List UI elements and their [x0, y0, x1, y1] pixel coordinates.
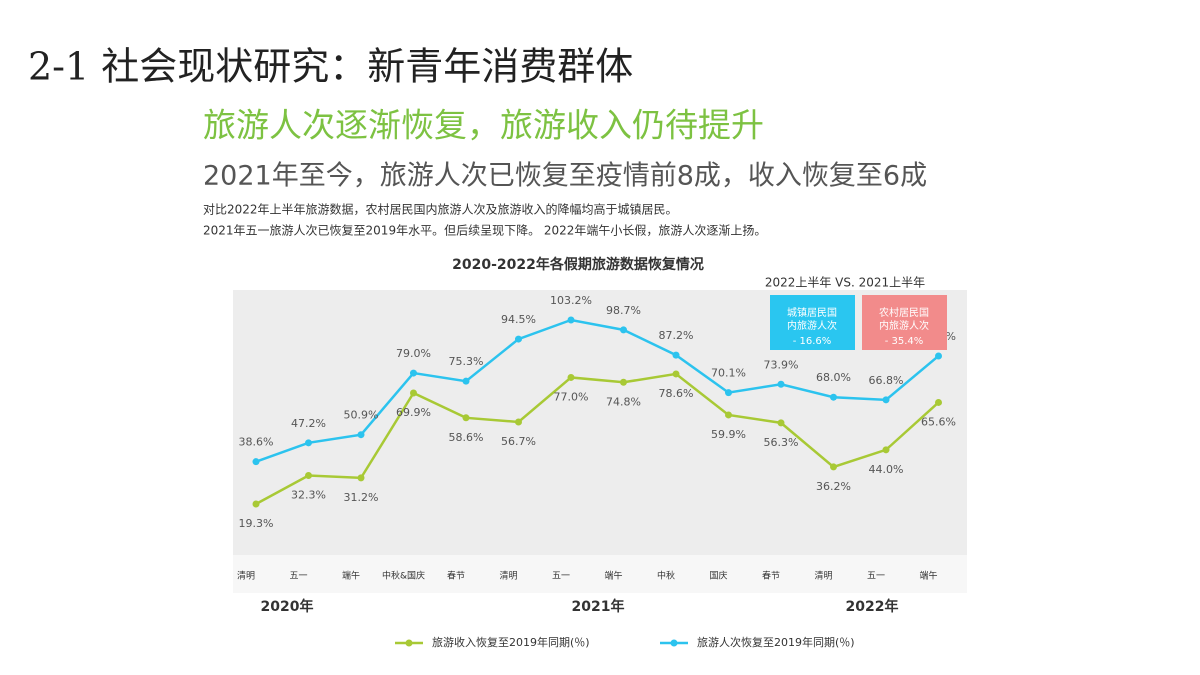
point [357, 431, 365, 439]
legend-dot [405, 639, 413, 647]
point [725, 389, 732, 397]
x-tick-label: 中秋 [657, 570, 675, 582]
point [620, 378, 627, 386]
data-label: 59.9% [711, 428, 746, 441]
point [515, 418, 522, 426]
data-label: 19.3% [239, 517, 274, 530]
data-label: 68.0% [816, 371, 851, 384]
x-tick-label: 国庆 [709, 570, 727, 582]
point [567, 373, 575, 381]
x-tick-label: 清明 [237, 570, 255, 582]
point [830, 463, 837, 471]
callout-box [862, 295, 947, 350]
point [252, 500, 260, 508]
point [777, 419, 785, 427]
point [305, 471, 312, 479]
year-label: 2020年 [261, 598, 314, 615]
data-label: 65.6% [921, 415, 956, 428]
legend-label: 旅游收入恢复至2019年同期(％) [432, 635, 590, 649]
data-label: 38.6% [239, 436, 274, 449]
chart-title: 2020-2022年各假期旅游数据恢复情况 [452, 256, 704, 273]
legend-label: 旅游人次恢复至2019年同期(％) [697, 635, 855, 649]
x-tick-label: 端午 [342, 570, 360, 582]
point [882, 396, 890, 404]
data-label: 70.1% [711, 367, 746, 380]
callout-text: 农村居民国内旅游人次 [879, 306, 929, 332]
callout-title: 2022上半年 VS. 2021上半年 [765, 276, 925, 290]
data-label: 58.6% [449, 431, 484, 444]
point [462, 377, 470, 385]
callout-change: - 35.4% [885, 336, 924, 347]
point [305, 439, 312, 447]
data-label: 103.2% [550, 294, 592, 307]
data-label: 56.7% [501, 435, 536, 448]
callout-box [770, 295, 855, 350]
data-label: 98.7% [606, 304, 641, 317]
x-tick-label: 清明 [814, 570, 832, 582]
x-tick-label: 中秋&国庆 [382, 570, 425, 582]
data-label: 47.2% [291, 417, 326, 430]
x-tick-label: 端午 [604, 570, 622, 582]
point [410, 369, 417, 377]
line [255, 372, 940, 506]
data-label: 66.8% [869, 374, 904, 387]
year-label: 2021年 [572, 598, 625, 615]
data-label: 73.9% [764, 358, 799, 371]
note: 对比2022年上半年旅游数据，农村居民国内旅游人次及旅游收入的降幅均高于城镇居民… [203, 202, 678, 217]
data-label: 31.2% [344, 491, 379, 504]
x-tick-label: 五一 [867, 572, 885, 582]
axis-band [233, 555, 967, 593]
data-label: 78.6% [659, 387, 694, 400]
point [357, 474, 365, 482]
headline: 2021年至今，旅游人次已恢复至疫情前8成，收入恢复至6成 [203, 161, 927, 192]
x-tick-label: 五一 [552, 572, 570, 582]
point [935, 352, 942, 360]
year-label: 2022年 [846, 598, 899, 615]
legend-dot [670, 639, 678, 647]
plot-background [233, 290, 967, 555]
data-label: 50.9% [344, 409, 379, 422]
data-label: 94.5% [501, 313, 536, 326]
point [567, 316, 575, 324]
note: 2021年五一旅游人次已恢复至2019年水平。但后续呈现下降。 2022年端午小… [203, 223, 766, 238]
data-label: 74.8% [606, 395, 641, 408]
point [620, 326, 627, 334]
subtitle: 旅游人次逐渐恢复，旅游收入仍待提升 [203, 106, 764, 145]
data-label: 32.3% [291, 488, 326, 501]
x-tick-label: 春节 [762, 570, 780, 582]
point [672, 351, 680, 359]
data-label: 69.9% [396, 406, 431, 419]
x-tick-label: 五一 [289, 572, 307, 582]
data-label: 75.3% [449, 355, 484, 368]
point [252, 458, 260, 466]
data-label: 44.0% [869, 463, 904, 476]
callout-change: - 16.6% [793, 336, 832, 347]
point [672, 370, 680, 378]
point [725, 411, 732, 419]
x-tick-label: 端午 [919, 570, 937, 582]
slide-title: 2-1 社会现状研究：新青年消费群体 [28, 45, 633, 89]
data-label: 77.0% [554, 390, 589, 403]
x-tick-label: 清明 [499, 570, 517, 582]
point [935, 398, 942, 406]
line [255, 318, 940, 463]
callout-text: 城镇居民国内旅游人次 [787, 306, 837, 332]
point [515, 335, 522, 343]
point [830, 393, 837, 401]
data-label: 36.2% [816, 480, 851, 493]
data-label: 56.3% [764, 436, 799, 449]
point [410, 389, 417, 397]
data-label: 79.0% [396, 347, 431, 360]
point [462, 414, 470, 422]
point [882, 446, 890, 454]
x-tick-label: 春节 [447, 570, 465, 582]
point [777, 380, 785, 388]
data-label: 87.2% [659, 329, 694, 342]
